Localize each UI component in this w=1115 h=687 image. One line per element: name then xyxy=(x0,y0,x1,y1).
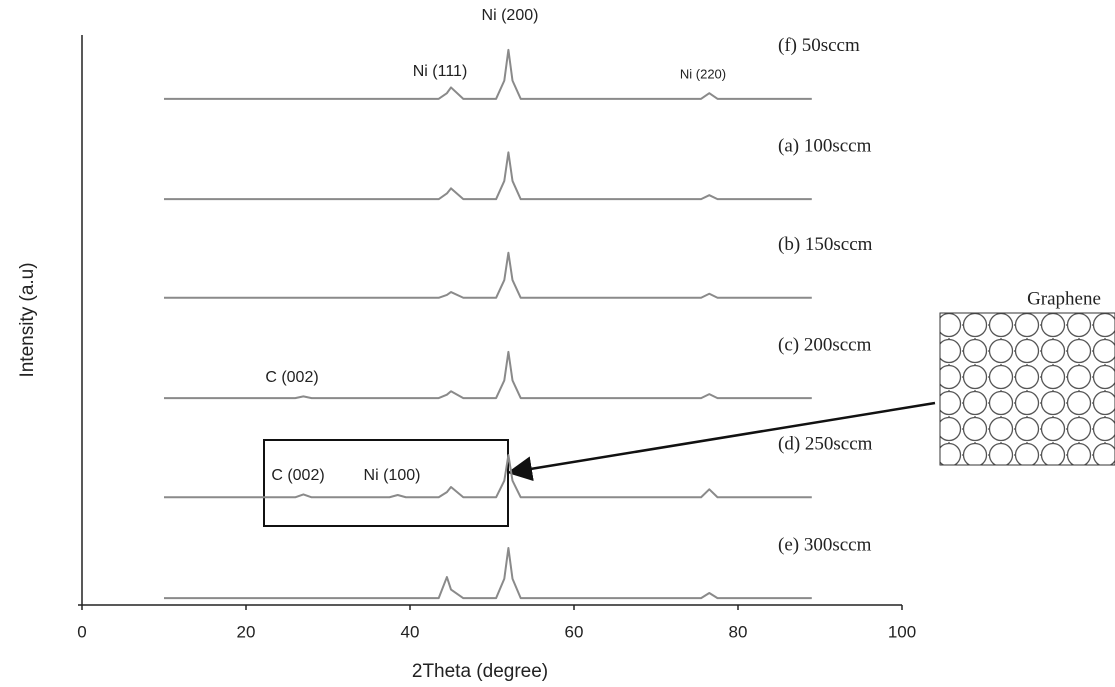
series-label: (b) 150sccm xyxy=(778,234,873,255)
series-label: (c) 200sccm xyxy=(778,334,872,355)
series-line xyxy=(164,547,812,600)
series-line xyxy=(164,350,812,400)
series-line xyxy=(164,151,812,201)
y-axis-label: Intensity (a.u) xyxy=(17,262,38,377)
highlight-box xyxy=(263,439,509,527)
annotation: Ni (220) xyxy=(680,66,726,81)
series-label: (e) 300sccm xyxy=(778,535,872,556)
arrow xyxy=(507,401,936,482)
annotation: Ni (100) xyxy=(364,467,421,484)
annotation: Ni (200) xyxy=(482,7,539,24)
annotation: C (002) xyxy=(271,467,324,484)
graphene-lattice xyxy=(939,312,1115,466)
series-line xyxy=(164,251,812,299)
x-tick-label: 100 xyxy=(888,622,916,641)
annotation: Ni (111) xyxy=(413,63,468,80)
x-tick-label: 40 xyxy=(401,622,420,641)
series-label: (f) 50sccm xyxy=(778,35,860,56)
annotation: C (002) xyxy=(265,369,318,386)
x-tick-label: 0 xyxy=(77,622,86,641)
annotation: Graphene xyxy=(1027,288,1101,309)
x-axis-label: 2Theta (degree) xyxy=(412,661,548,682)
x-tick-label: 80 xyxy=(729,622,748,641)
series-line xyxy=(164,454,812,499)
x-tick-label: 20 xyxy=(237,622,256,641)
series-label: (a) 100sccm xyxy=(778,136,872,157)
series-label: (d) 250sccm xyxy=(778,434,873,455)
series-line xyxy=(164,48,812,100)
x-tick-label: 60 xyxy=(565,622,584,641)
